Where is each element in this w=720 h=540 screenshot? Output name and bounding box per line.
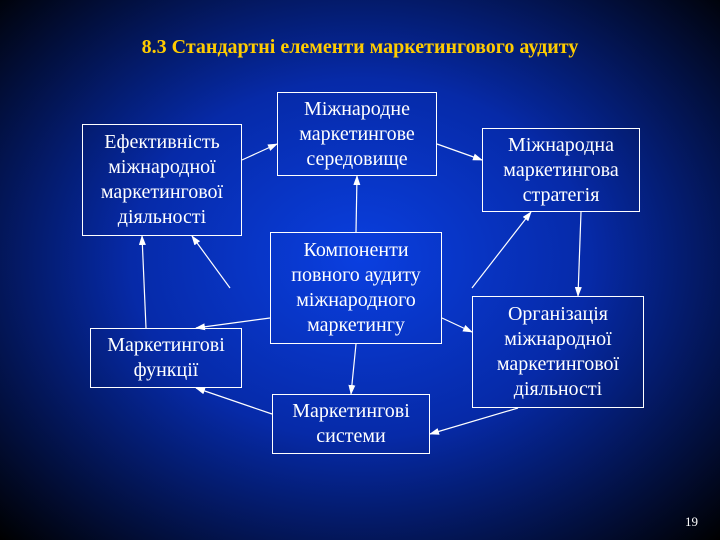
slide: 8.3 Стандартні елементи маркетингового а… — [0, 0, 720, 540]
node-bottom: Маркетингові системи — [272, 394, 430, 454]
node-top: Міжнародне маркетингове середовище — [277, 92, 437, 176]
node-topright: Міжнародна маркетингова стратегія — [482, 128, 640, 212]
node-topleft: Ефективність міжнародної маркетингової д… — [82, 124, 242, 236]
node-right: Організація міжнародної маркетингової ді… — [472, 296, 644, 408]
page-number: 19 — [685, 514, 698, 530]
node-left: Маркетингові функції — [90, 328, 242, 388]
slide-title: 8.3 Стандартні елементи маркетингового а… — [0, 36, 720, 59]
node-center: Компоненти повного аудиту міжнародного м… — [270, 232, 442, 344]
